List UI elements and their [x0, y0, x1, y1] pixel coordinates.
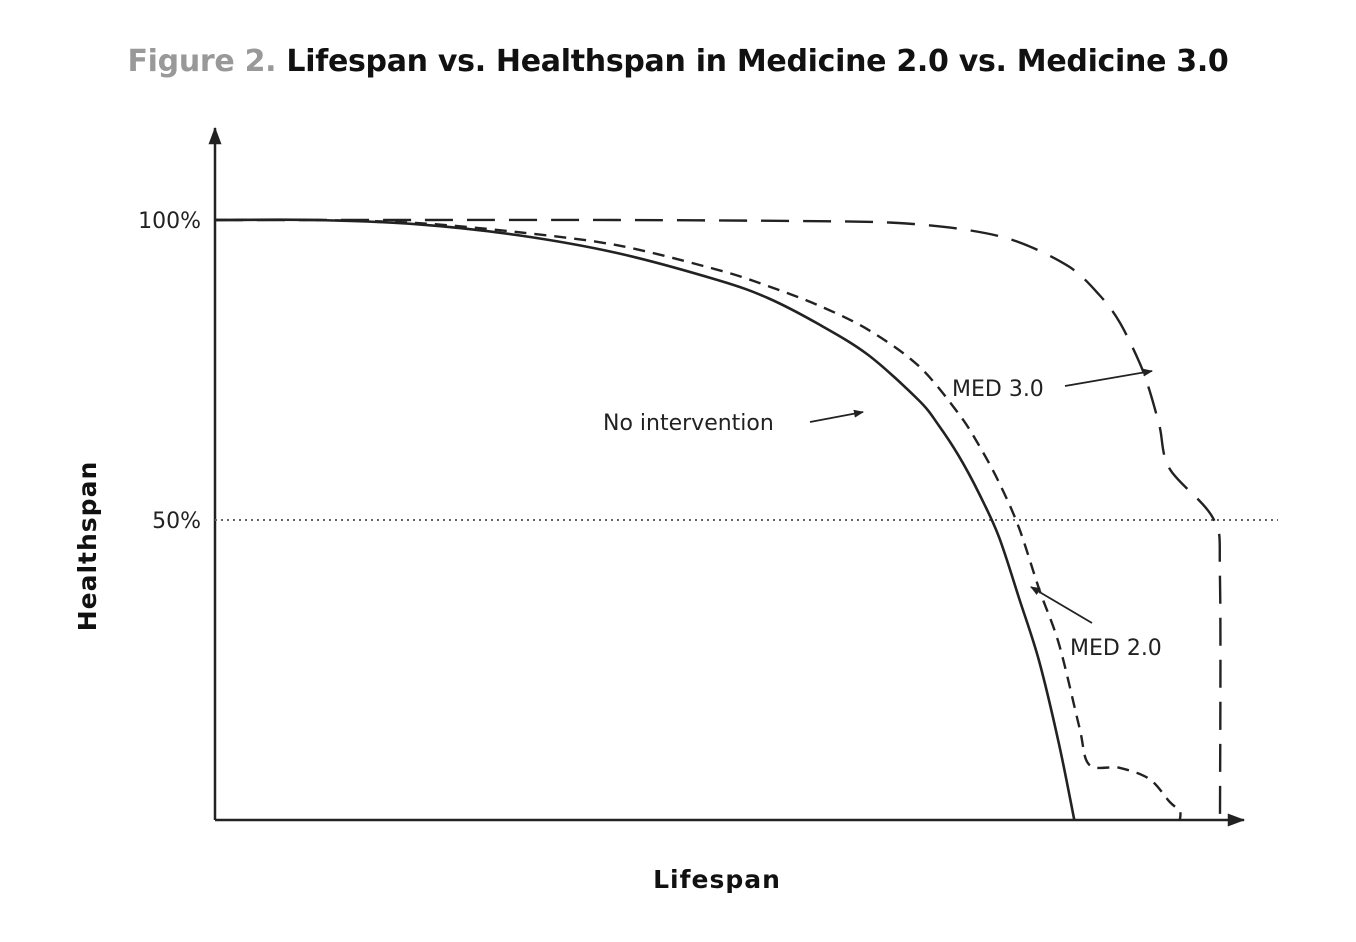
series-line-med-3 [215, 218, 1222, 821]
y-tick-label: 50% [152, 509, 201, 534]
annotation-med-2: MED 2.0 [1070, 636, 1162, 661]
annotation-arrow-med-2 [1030, 586, 1093, 624]
annotation-arrow-no-intervention [809, 409, 864, 423]
figure-title: Lifespan vs. Healthspan in Medicine 2.0 … [286, 44, 1229, 79]
x-axis-title: Lifespan [653, 865, 781, 894]
annotation-no-intervention: No intervention [603, 411, 774, 436]
series-line-no-intervention [214, 218, 1076, 821]
figure-label: Figure 2. [127, 44, 277, 79]
chart-title: Figure 2. Lifespan vs. Healthspan in Med… [0, 44, 1356, 79]
annotation-arrow-med-3 [1064, 368, 1153, 387]
annotation-med-3: MED 3.0 [952, 377, 1044, 402]
y-axis-title: Healthspan [73, 461, 102, 632]
series-line-med-2 [214, 218, 1182, 821]
y-tick-label: 100% [138, 209, 201, 234]
